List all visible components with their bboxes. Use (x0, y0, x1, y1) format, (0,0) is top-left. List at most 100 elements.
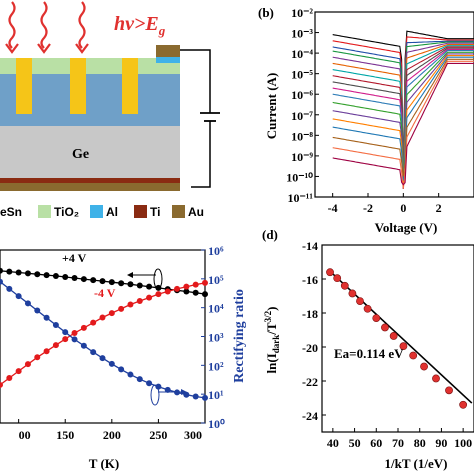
c-series-point-0 (155, 284, 162, 291)
c-series-point-1 (155, 291, 162, 298)
c-series-point-1 (0, 381, 3, 388)
panel-d-plot (326, 268, 473, 409)
c-series-point-0 (192, 289, 199, 296)
c-series-point-2 (164, 386, 171, 393)
panel-d-annotation: Ea=0.114 eV (334, 346, 404, 361)
panel-c: 00 150 200 250 300 10⁶ 10⁵ 10⁴ 10³ 10² 10¹ 10⁰ +4 V… (0, 244, 247, 471)
b-xtick-label: -4 (328, 201, 338, 215)
panel-b-curves (332, 30, 474, 189)
iv-curve-15 (332, 58, 474, 177)
b-ytick-label: 10⁻⁵ (291, 68, 313, 82)
d-xtick-label: 70 (392, 436, 404, 450)
c-series-point-2 (146, 380, 153, 387)
photon-wave-1 (8, 1, 16, 49)
c-ytick-label: 10³ (208, 331, 224, 345)
annotation-minus4v: -4 V (94, 286, 116, 300)
c-series-point-1 (43, 348, 50, 355)
c-xtick-label: 00 (19, 428, 31, 442)
iv-curve-14 (332, 56, 474, 181)
d-data-point (389, 332, 398, 340)
c-series-point-0 (80, 276, 87, 283)
c-series-point-1 (192, 281, 199, 288)
b-ytick-label: 10⁻² (291, 6, 313, 20)
c-series-point-0 (24, 270, 31, 277)
d-ytick-label: -24 (302, 409, 318, 423)
c-series-point-2 (43, 314, 50, 321)
b-ytick-label: 10⁻¹¹ (287, 191, 313, 205)
annotation-plus4v: +4 V (62, 251, 87, 265)
c-xtick-label: 200 (103, 428, 121, 442)
panel-b-ylabel: Current (A) (264, 73, 279, 140)
c-series-point-2 (0, 278, 3, 285)
c-series-point-0 (127, 281, 134, 288)
c-series-point-0 (52, 272, 59, 279)
legend-label-2: Al (106, 205, 118, 219)
panel-b-label: (b) (258, 5, 274, 20)
c-series-point-0 (43, 272, 50, 279)
c-series-point-1 (99, 314, 106, 321)
panel-d-xlabel: 1/kT (1/eV) (385, 456, 448, 471)
c-series-point-1 (71, 330, 78, 337)
c-xtick-label: 150 (56, 428, 74, 442)
bottom-au (0, 183, 180, 191)
d-xtick-label: 50 (349, 436, 361, 450)
c-series-point-2 (24, 300, 31, 307)
c-ytick-label: 10⁵ (208, 273, 224, 287)
d-xtick-label: 100 (454, 436, 472, 450)
panel-b: (b) -4 -2 0 2 10⁻² 10⁻³ 10⁻⁴ 10⁻⁵ 10⁻⁶ 10⁻⁷ 10⁻⁸ 10… (258, 5, 474, 235)
c-series-point-1 (52, 342, 59, 349)
b-ytick-label: 10⁻¹⁰ (286, 170, 313, 184)
c-series-point-0 (136, 282, 143, 289)
circuit-wire (180, 49, 211, 188)
c-series-point-0 (15, 269, 22, 276)
c-ytick-label: 10² (208, 359, 224, 373)
d-data-point (445, 386, 453, 395)
c-series-point-1 (118, 305, 125, 312)
panel-b-ticks: -4 -2 0 2 10⁻² 10⁻³ 10⁻⁴ 10⁻⁵ 10⁻⁶ 10⁻⁷ 10⁻⁸ 10⁻⁹ 10… (286, 6, 441, 215)
d-data-point (372, 314, 381, 322)
panel-d-frame (321, 244, 474, 433)
bottom-ti (0, 178, 180, 183)
d-data-point (333, 274, 342, 283)
b-xtick-label: -2 (363, 201, 373, 215)
material-legend: eSn TiO₂ Al Ti Au (0, 205, 204, 219)
c-series-point-1 (6, 375, 13, 382)
d-data-point (340, 281, 349, 290)
c-series-point-1 (202, 279, 208, 286)
b-xtick-label: 0 (400, 201, 406, 215)
c-series-point-0 (183, 288, 190, 295)
iv-curve-7 (332, 46, 474, 177)
panel-d-label: (d) (262, 227, 278, 242)
d-ytick-label: -18 (302, 307, 318, 321)
c-series-point-2 (90, 349, 97, 356)
panel-d: (d) 40 50 60 70 80 90 100 -14 -16 -18 -20 -22 -24 Ea… (262, 227, 474, 471)
c-series-point-2 (6, 285, 13, 292)
c-series-point-2 (71, 336, 78, 343)
ge-label: Ge (72, 147, 89, 162)
c-series-point-0 (6, 268, 13, 275)
c-series-point-0 (34, 271, 41, 278)
b-xtick-label: 2 (436, 201, 442, 215)
c-series-point-0 (118, 280, 125, 287)
d-data-point (409, 351, 418, 360)
c-series-point-0 (202, 291, 208, 298)
d-xtick-label: 90 (435, 436, 447, 450)
d-xtick-label: 40 (327, 436, 339, 450)
c-series-point-2 (192, 393, 199, 400)
c-series-point-1 (34, 354, 41, 361)
c-series-point-0 (71, 275, 78, 282)
c-series-point-1 (80, 324, 87, 331)
c-series-point-2 (136, 376, 143, 383)
c-series-point-1 (146, 294, 153, 301)
legend-swatch-2 (90, 205, 103, 218)
panel-b-xlabel: Voltage (V) (375, 220, 438, 235)
c-ytick-label: 10⁶ (208, 244, 224, 258)
c-series-point-0 (62, 273, 69, 280)
c-ytick-label: 10¹ (208, 388, 224, 402)
c-series-point-1 (108, 310, 115, 317)
c-series-point-1 (183, 283, 190, 290)
d-data-point (326, 268, 334, 277)
photon-wave-3 (78, 1, 86, 49)
d-ytick-label: -22 (302, 375, 318, 389)
c-series-point-0 (146, 283, 153, 290)
